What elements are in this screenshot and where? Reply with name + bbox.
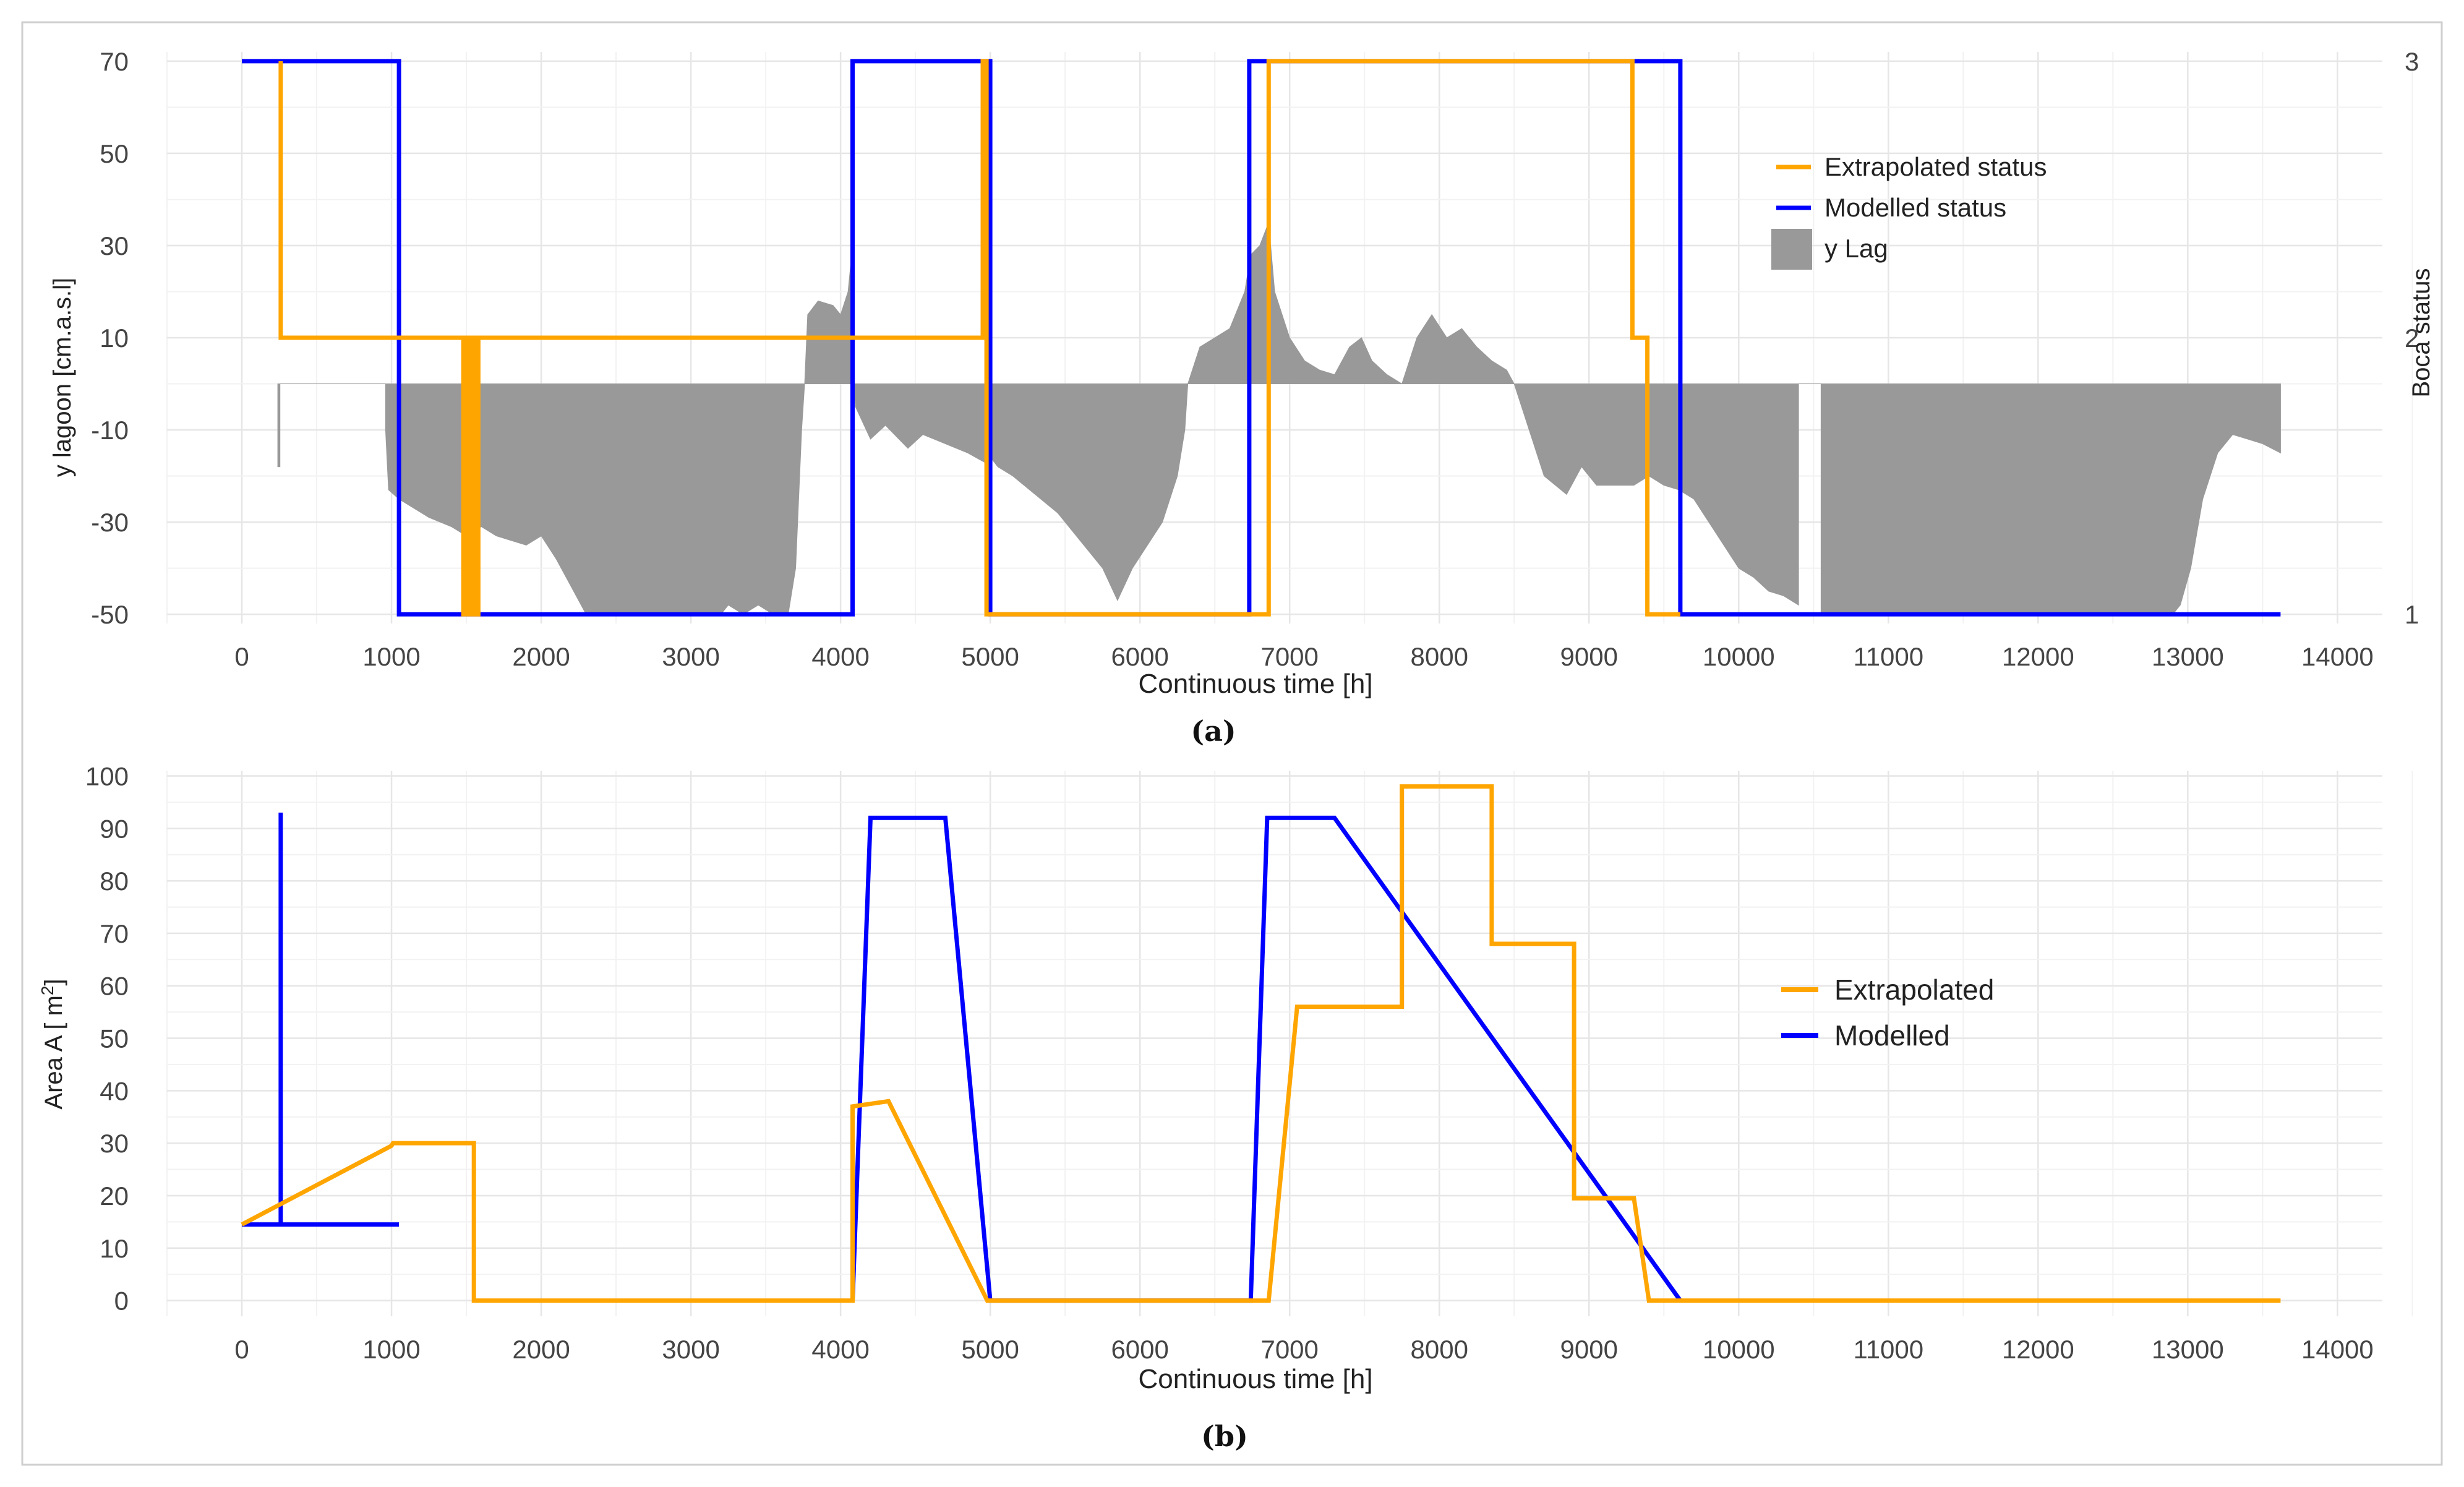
y-tick-label: 20 xyxy=(100,1181,129,1211)
y-tick-label: 50 xyxy=(100,139,129,168)
x-tick-label: 8000 xyxy=(1411,642,1468,671)
panel-a-x-axis-label: Continuous time [h] xyxy=(1138,669,1372,699)
y-tick-label: 90 xyxy=(100,814,129,843)
panel-b-y-axis-label-superscript: 2 xyxy=(38,986,57,996)
panel-a-x-ticks: 0 1000 2000 3000 4000 5000 6000 7000 8000 9000 100… xyxy=(234,642,2373,671)
legend-swatch-y-lag xyxy=(1771,229,1812,270)
x-tick-label: 7000 xyxy=(1260,642,1318,671)
panel-b-caption: (b) xyxy=(1201,1420,1248,1453)
y-tick-label: 0 xyxy=(114,1287,129,1316)
panel-a: 0 1000 2000 3000 4000 5000 6000 7000 8000 9000 100… xyxy=(49,47,2435,748)
panel-b-y-axis-label-end: ] xyxy=(40,979,67,985)
x-tick-label: 2000 xyxy=(512,1335,570,1364)
x-tick-label: 3000 xyxy=(662,1335,719,1364)
legend-label-extrapolated-status: Extrapolated status xyxy=(1824,152,2047,181)
y-right-tick-label: 1 xyxy=(2405,600,2419,629)
x-tick-label: 0 xyxy=(234,1335,249,1364)
panel-b-x-axis-label: Continuous time [h] xyxy=(1138,1364,1372,1394)
x-tick-label: 10000 xyxy=(1703,1335,1775,1364)
y-tick-label: 70 xyxy=(100,47,129,76)
x-tick-label: 13000 xyxy=(2152,642,2224,671)
x-tick-label: 1000 xyxy=(362,1335,420,1364)
x-tick-label: 13000 xyxy=(2152,1335,2224,1364)
panel-a-lines xyxy=(242,59,2281,617)
y-tick-label: 30 xyxy=(100,1129,129,1158)
panel-b-lines xyxy=(241,784,2281,1303)
x-tick-label: 0 xyxy=(234,642,249,671)
x-tick-label: 6000 xyxy=(1111,642,1168,671)
x-tick-label: 12000 xyxy=(2002,1335,2074,1364)
x-tick-label: 3000 xyxy=(662,642,719,671)
x-tick-label: 6000 xyxy=(1111,1335,1168,1364)
y-tick-label: 100 xyxy=(85,761,129,791)
panel-a-legend: Extrapolated status Modelled status y La… xyxy=(1771,152,2047,270)
y-tick-label: 80 xyxy=(100,867,129,896)
x-tick-label: 11000 xyxy=(1853,1335,1923,1364)
y-tick-label: 30 xyxy=(100,231,129,260)
y-tick-label: 10 xyxy=(100,1234,129,1263)
panel-b-legend: Extrapolated Modelled xyxy=(1781,974,1994,1052)
panel-b-y-ticks: 0 10 20 30 40 50 60 70 80 90 100 xyxy=(85,761,129,1315)
panel-a-y-ticks: -50 -30 -10 10 30 50 70 xyxy=(91,47,129,629)
y-tick-label: 60 xyxy=(100,972,129,1001)
series-extrapolated-status-line xyxy=(278,59,1680,617)
x-tick-label: 8000 xyxy=(1411,1335,1468,1364)
series-extrapolated-line xyxy=(241,784,2281,1303)
x-tick-label: 11000 xyxy=(1853,642,1923,671)
y-tick-label: 40 xyxy=(100,1076,129,1105)
legend-label-extrapolated: Extrapolated xyxy=(1834,974,1994,1006)
panel-b-y-axis-label: Area A [ m2] xyxy=(38,979,67,1109)
legend-label-modelled-status: Modelled status xyxy=(1824,193,2006,222)
panel-b-x-ticks: 0 1000 2000 3000 4000 5000 6000 7000 8000 9000 100… xyxy=(234,1335,2373,1364)
panel-a-y-ticks-right: 1 2 3 xyxy=(2405,47,2419,629)
x-tick-label: 7000 xyxy=(1260,1335,1318,1364)
y-tick-label: -50 xyxy=(91,600,129,629)
y-tick-label: 70 xyxy=(100,919,129,948)
x-tick-label: 4000 xyxy=(811,642,869,671)
x-tick-label: 1000 xyxy=(362,642,420,671)
y-tick-label: 10 xyxy=(100,324,129,353)
x-tick-label: 4000 xyxy=(811,1335,869,1364)
legend-label-modelled: Modelled xyxy=(1834,1019,1950,1052)
series-modelled-status-line xyxy=(242,59,2281,617)
x-tick-label: 14000 xyxy=(2301,1335,2374,1364)
panel-a-caption: (a) xyxy=(1191,714,1236,748)
y-right-tick-label: 3 xyxy=(2405,47,2419,76)
y-right-tick-label: 2 xyxy=(2405,324,2419,353)
x-tick-label: 12000 xyxy=(2002,642,2074,671)
y-tick-label: -10 xyxy=(91,416,129,445)
legend-label-y-lag: y Lag xyxy=(1824,234,1888,263)
panel-b: 0 1000 2000 3000 4000 5000 6000 7000 8000 9000 100… xyxy=(38,761,2413,1453)
x-tick-label: 10000 xyxy=(1703,642,1775,671)
x-tick-label: 9000 xyxy=(1560,642,1618,671)
y-tick-label: 50 xyxy=(100,1024,129,1053)
x-tick-label: 2000 xyxy=(512,642,570,671)
panel-b-y-axis-label-main: Area A [ m xyxy=(40,995,67,1110)
x-tick-label: 5000 xyxy=(961,642,1019,671)
series-modelled-line xyxy=(242,812,400,1227)
x-tick-label: 5000 xyxy=(961,1335,1019,1364)
y-tick-label: -30 xyxy=(91,508,129,537)
panel-a-right-axis-label: Boca status xyxy=(2408,268,2435,397)
x-tick-label: 14000 xyxy=(2301,642,2374,671)
x-tick-label: 9000 xyxy=(1560,1335,1618,1364)
panel-a-y-axis-label: y lagoon [cm.a.s.l] xyxy=(49,278,76,477)
